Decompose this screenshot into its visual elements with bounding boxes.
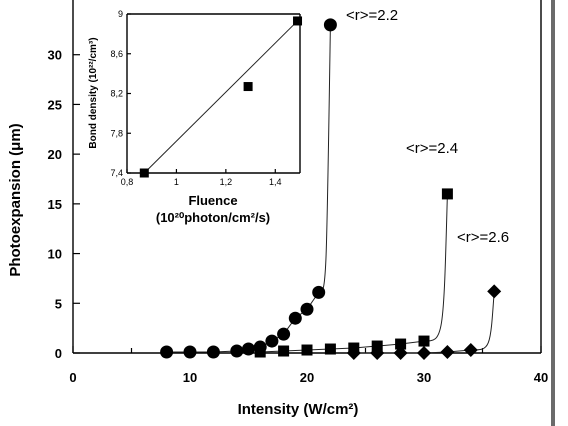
- inset-marker-square: [243, 82, 253, 92]
- marker-circle: [288, 311, 302, 325]
- marker-square: [324, 343, 336, 355]
- y-tick-label: 20: [48, 147, 62, 162]
- y-tick-label: 0: [55, 346, 62, 361]
- series-label-r22: <r>=2.2: [346, 7, 398, 24]
- inset-ticks: 0,8 1 1,2 1,4 7,4 7,8 8,2 8,6 9: [110, 9, 281, 187]
- marker-square: [301, 344, 313, 356]
- marker-circle: [323, 18, 337, 32]
- y-tick-label: 10: [48, 247, 62, 262]
- inset-x-tick-label: 1: [174, 177, 179, 187]
- x-tick-label: 0: [69, 370, 76, 385]
- x-tick-label: 40: [534, 370, 548, 385]
- marker-circle: [183, 345, 197, 359]
- inset-y-tick-label: 8,6: [110, 49, 123, 59]
- inset-background: [88, 4, 307, 226]
- y-tick-label: 15: [48, 197, 62, 212]
- frame-margin: [555, 0, 568, 426]
- marker-square: [254, 346, 266, 358]
- inset-y-tick-label: 7,4: [110, 168, 123, 178]
- inset-chart: 0,8 1 1,2 1,4 7,4 7,8 8,2 8,6 9 Fluence (10²⁰pho…: [88, 4, 307, 226]
- marker-diamond: [346, 346, 361, 360]
- inset-marker-square: [293, 16, 303, 26]
- marker-square: [395, 338, 407, 350]
- frame-shadow-right: [551, 0, 555, 426]
- marker-square: [418, 335, 430, 347]
- marker-circle: [277, 327, 291, 341]
- inset-x-tick-label: 1,4: [269, 177, 282, 187]
- marker-diamond: [417, 346, 431, 360]
- y-tick-label: 5: [55, 296, 62, 311]
- marker-circle: [160, 345, 174, 359]
- marker-circle: [312, 285, 326, 299]
- series-label-r26: <r>=2.6: [457, 229, 509, 246]
- marker-square: [441, 188, 453, 200]
- marker-diamond: [370, 346, 385, 360]
- marker-diamond: [440, 345, 455, 360]
- inset-x-title: Fluence: [188, 193, 237, 208]
- inset-y-tick-label: 8,2: [110, 89, 123, 99]
- marker-diamond: [393, 346, 408, 360]
- marker-square: [278, 345, 290, 357]
- x-tick-label: 20: [300, 370, 314, 385]
- x-tick-label: 10: [183, 370, 197, 385]
- inset-markers: [139, 16, 303, 178]
- inset-y-tick-label: 9: [118, 9, 123, 19]
- marker-diamond: [463, 343, 478, 358]
- marker-circle: [242, 342, 255, 356]
- marker-circle: [206, 345, 220, 359]
- main-ticks: 0 10 20 30 40 0 5 10 15 20 25 30: [48, 48, 549, 385]
- x-tick-label: 30: [417, 370, 431, 385]
- inset-y-tick-label: 7,8: [110, 128, 123, 138]
- inset-marker-square: [139, 168, 149, 178]
- series-curve: [260, 193, 448, 353]
- marker-diamond: [487, 284, 502, 299]
- marker-circle: [300, 302, 314, 316]
- inset-x-tick-label: 0,8: [121, 177, 134, 187]
- series-label-r24: <r>=2.4: [406, 140, 458, 157]
- marker-circle: [230, 344, 244, 358]
- inset-fit-line: [143, 20, 298, 174]
- inset-x-tick-label: 1,2: [220, 177, 233, 187]
- x-axis-title: Intensity (W/cm²): [238, 401, 359, 418]
- main-markers: [160, 18, 502, 360]
- inset-y-title: Bond density (10²²/cm³): [88, 37, 99, 148]
- series-curve: [353, 291, 495, 354]
- marker-circle: [265, 334, 279, 348]
- y-tick-label: 30: [48, 48, 62, 63]
- inset-x-unit: (10²⁰photon/cm²/s): [156, 210, 270, 225]
- y-axis-title: Photoexpansion (μm): [7, 123, 24, 276]
- y-tick-label: 25: [48, 97, 62, 112]
